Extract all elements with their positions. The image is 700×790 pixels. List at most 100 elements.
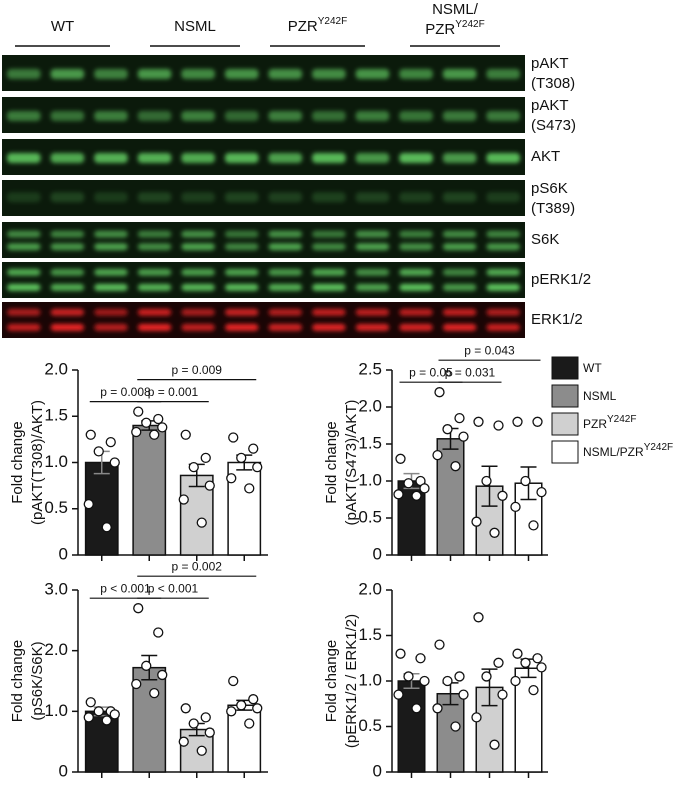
- blot-band: [399, 323, 433, 331]
- legend-swatch: [551, 356, 579, 380]
- data-point: [141, 660, 152, 671]
- y-tick-label: 0.5: [44, 498, 68, 517]
- legend-swatch: [551, 412, 579, 436]
- data-point: [481, 671, 492, 682]
- data-point: [93, 706, 104, 717]
- blot-band: [50, 283, 85, 291]
- p-value: p < 0.001: [100, 581, 151, 595]
- data-point: [473, 416, 484, 427]
- data-point: [149, 687, 160, 699]
- data-point: [510, 501, 521, 513]
- blot-band: [224, 243, 259, 251]
- blot-band: [442, 268, 477, 276]
- blot-band: [268, 69, 303, 79]
- blot-band: [224, 308, 259, 316]
- blot-background: [2, 55, 525, 91]
- y-axis-label: Fold change: [323, 640, 340, 723]
- blot-band: [399, 153, 433, 163]
- y-axis-label: Fold change: [323, 421, 340, 504]
- data-point: [109, 457, 120, 468]
- data-point: [180, 429, 191, 440]
- label: PZRY242F: [288, 16, 347, 35]
- blot-band: [355, 268, 390, 276]
- blot-band: [399, 283, 433, 291]
- blot-band: [94, 243, 128, 251]
- blot-band: [137, 308, 172, 316]
- data-point: [248, 694, 259, 705]
- data-point: [481, 475, 492, 487]
- data-point: [434, 387, 445, 398]
- data-point: [520, 657, 531, 668]
- y-axis-label: Fold change: [9, 640, 26, 723]
- data-point: [248, 443, 259, 454]
- y-tick-label: 0: [373, 544, 382, 563]
- data-point: [510, 675, 521, 687]
- blot-band: [7, 69, 41, 79]
- blot-bands: [7, 268, 520, 291]
- blot-band: [268, 111, 303, 121]
- blot-band: [486, 69, 520, 79]
- blot-band: [355, 69, 390, 79]
- superscript: Y242F: [607, 414, 636, 425]
- data-point: [520, 475, 531, 487]
- row-label: (S473): [531, 117, 576, 134]
- blot-band: [355, 283, 390, 291]
- label-text: NSML: [174, 18, 216, 35]
- data-point: [252, 703, 263, 714]
- data-point: [442, 424, 453, 435]
- superscript: Y242F: [318, 16, 347, 27]
- p-value: p = 0.009: [172, 363, 223, 377]
- blot-band: [181, 283, 215, 291]
- label-text: NSML/PZR: [583, 445, 644, 459]
- data-point: [450, 461, 461, 472]
- blot-band: [137, 111, 172, 121]
- blot-band: [181, 153, 215, 163]
- data-point: [536, 662, 547, 673]
- data-point: [85, 697, 96, 708]
- blot-background: [2, 262, 525, 298]
- blot-background: [2, 97, 525, 133]
- blot-band: [486, 192, 520, 203]
- y-tick-label: 3.0: [44, 579, 68, 598]
- blot-band: [94, 268, 128, 276]
- data-point: [204, 727, 215, 738]
- data-point: [442, 675, 453, 687]
- data-point: [415, 653, 426, 664]
- data-point: [200, 712, 211, 723]
- data-point: [196, 517, 207, 528]
- blot-band: [399, 230, 433, 238]
- data-point: [101, 522, 112, 533]
- data-point: [133, 406, 144, 417]
- y-tick-label: 0: [373, 761, 382, 780]
- blot-background: [2, 302, 525, 338]
- data-point: [393, 689, 404, 700]
- data-point: [226, 706, 237, 717]
- blot-band: [7, 268, 41, 276]
- row-label: pS6K: [531, 180, 568, 197]
- blot-band: [181, 308, 215, 316]
- y-tick-label: 1.0: [44, 452, 68, 471]
- p-value: p = 0.05: [409, 365, 453, 379]
- data-point: [393, 489, 404, 500]
- data-point: [395, 453, 406, 464]
- blot-band: [268, 153, 303, 163]
- blot-band: [181, 323, 215, 331]
- data-point: [471, 712, 482, 723]
- data-point: [473, 612, 484, 623]
- blot-band: [312, 283, 346, 291]
- blot-band: [486, 230, 520, 238]
- blot-band: [442, 283, 477, 291]
- blot-band: [355, 308, 390, 316]
- row-label: ERK1/2: [531, 311, 583, 328]
- row-label: (T308): [531, 75, 575, 92]
- data-point: [188, 461, 199, 473]
- bar: [436, 438, 465, 556]
- bar: [132, 424, 167, 556]
- blot-band: [486, 243, 520, 251]
- blot-band: [224, 111, 259, 121]
- blot-band: [50, 323, 85, 331]
- blot-band: [137, 192, 172, 203]
- row-label: (T389): [531, 200, 575, 217]
- blot-band: [50, 69, 85, 79]
